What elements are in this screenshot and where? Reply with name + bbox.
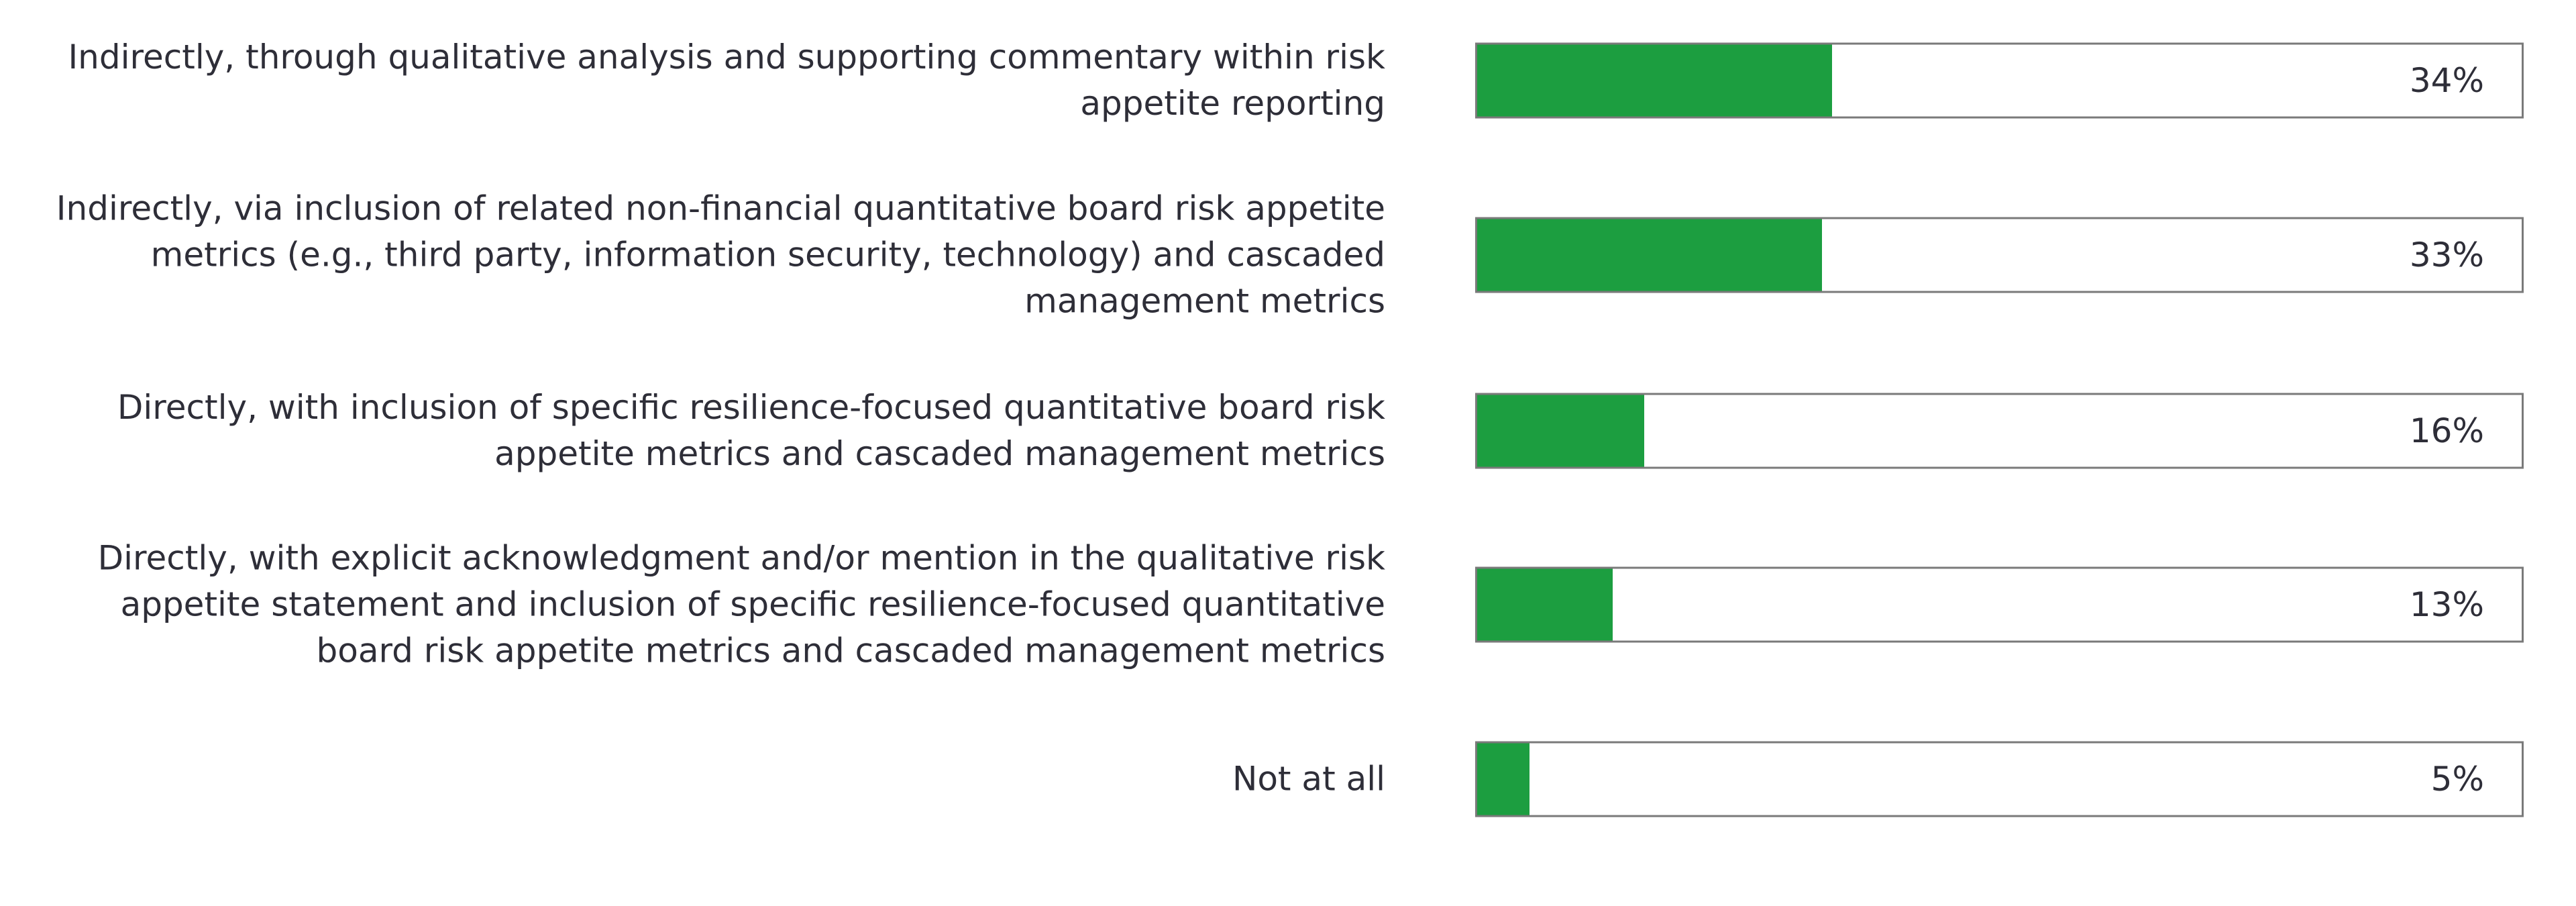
bar: [1477, 44, 1833, 117]
bar-track: [1475, 566, 2524, 643]
bar-track: [1475, 217, 2524, 293]
value-label: 16%: [2409, 411, 2484, 450]
category-label: Not at all: [1232, 759, 1385, 799]
bar: [1477, 219, 1822, 291]
value-label: 13%: [2409, 585, 2484, 624]
bar: [1477, 395, 1645, 467]
bar: [1477, 743, 1529, 815]
category-label: Indirectly, via inclusion of related non…: [56, 189, 1385, 321]
value-label: 33%: [2409, 236, 2484, 274]
value-label: 34%: [2409, 61, 2484, 100]
value-label: 5%: [2430, 760, 2484, 799]
category-label: Indirectly, through qualitative analysis…: [68, 38, 1385, 123]
bar-track: [1475, 393, 2524, 469]
bar-track: [1475, 42, 2524, 119]
category-label: Directly, with inclusion of specific res…: [117, 388, 1385, 473]
category-label: Directly, with explicit acknowledgment a…: [97, 538, 1385, 670]
bar-track: [1475, 741, 2524, 817]
bar: [1477, 568, 1613, 641]
